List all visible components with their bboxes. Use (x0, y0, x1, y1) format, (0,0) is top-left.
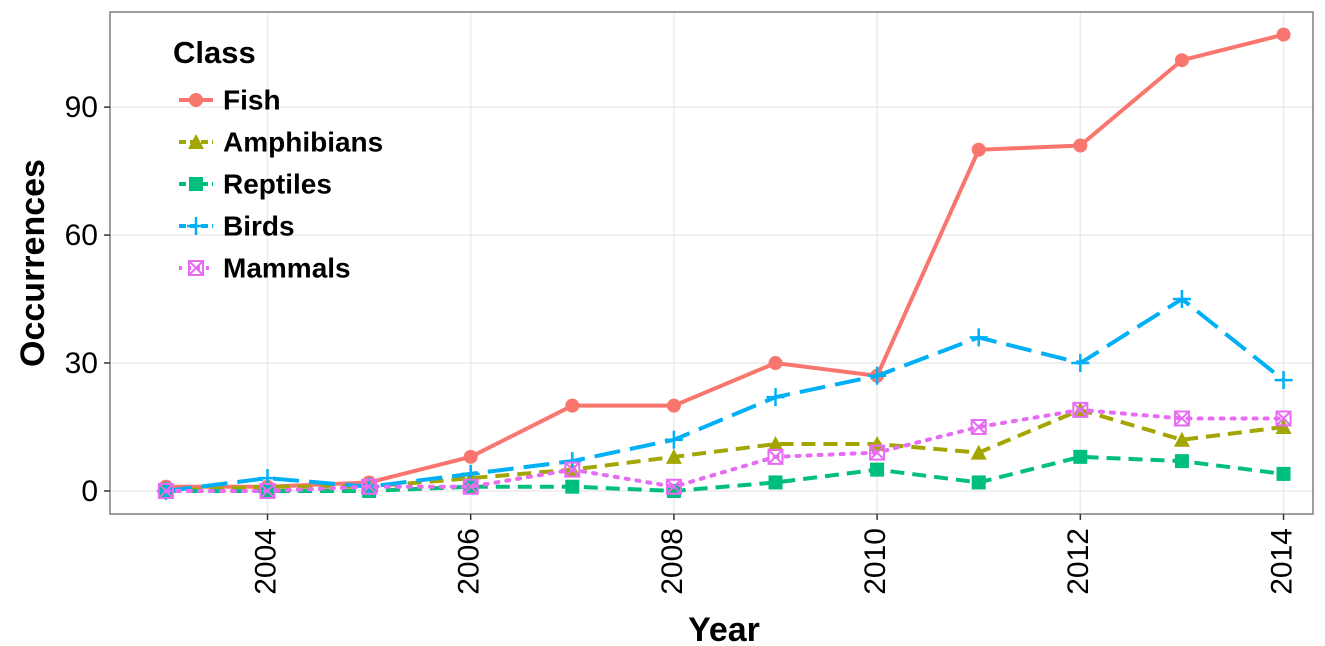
legend-marker (188, 134, 204, 149)
series-line (165, 32, 1285, 489)
point (563, 452, 582, 471)
point (1276, 466, 1291, 481)
x-tick-label: 2012 (1062, 528, 1095, 595)
legend-label: Birds (223, 210, 295, 241)
point (1275, 418, 1292, 434)
point (1276, 27, 1291, 42)
point (1072, 401, 1089, 418)
point (971, 475, 986, 490)
point (1174, 454, 1189, 469)
point (869, 444, 886, 461)
point (970, 444, 987, 460)
point (1073, 138, 1088, 153)
point (361, 478, 378, 495)
y-axis-title: Occurrences (14, 159, 52, 367)
x-tick-label: 2006 (453, 528, 486, 595)
legend-marker (189, 177, 203, 191)
point (1071, 354, 1090, 373)
legend-title: Class (173, 35, 256, 70)
point (664, 430, 683, 449)
point (1073, 449, 1088, 464)
plot-border (109, 11, 1314, 515)
series-line (165, 296, 1285, 493)
series-line (165, 407, 1284, 493)
legend-label: Reptiles (223, 168, 332, 199)
x-tick-label: 2004 (249, 528, 282, 595)
point (564, 461, 581, 478)
point (462, 478, 479, 495)
point (971, 142, 986, 157)
point (665, 478, 682, 495)
point (565, 398, 580, 413)
y-tick-label: 60 (65, 219, 98, 252)
point (665, 448, 682, 464)
x-axis-title: Year (688, 611, 760, 646)
point (767, 436, 784, 452)
x-tick-label: 2010 (859, 528, 892, 595)
point (565, 479, 580, 494)
point (868, 366, 887, 385)
point (768, 475, 783, 490)
x-tick-label: 2014 (1265, 528, 1298, 595)
y-tick-label: 90 (65, 91, 98, 124)
point (1172, 290, 1191, 309)
legend-label: Amphibians (223, 126, 383, 157)
point (969, 328, 988, 347)
x-tick-label: 2008 (656, 528, 689, 595)
legend-marker (188, 260, 204, 276)
point (157, 482, 174, 499)
y-tick-label: 0 (81, 475, 98, 508)
point (463, 449, 478, 464)
series-line (165, 454, 1284, 493)
y-tick-label: 30 (65, 347, 98, 380)
legend-label: Mammals (223, 252, 351, 283)
point (768, 356, 783, 371)
legend-label: Fish (223, 84, 281, 115)
point (1174, 53, 1189, 68)
point (1274, 371, 1293, 390)
point (666, 398, 681, 413)
point (766, 388, 785, 407)
point (767, 448, 784, 465)
legend-marker (189, 93, 203, 107)
point (970, 418, 987, 435)
point (1173, 410, 1190, 427)
point (1275, 410, 1292, 427)
series-line (163, 407, 1286, 493)
point (259, 482, 276, 499)
point (870, 462, 885, 477)
legend-marker (187, 217, 205, 235)
point (1173, 431, 1190, 447)
